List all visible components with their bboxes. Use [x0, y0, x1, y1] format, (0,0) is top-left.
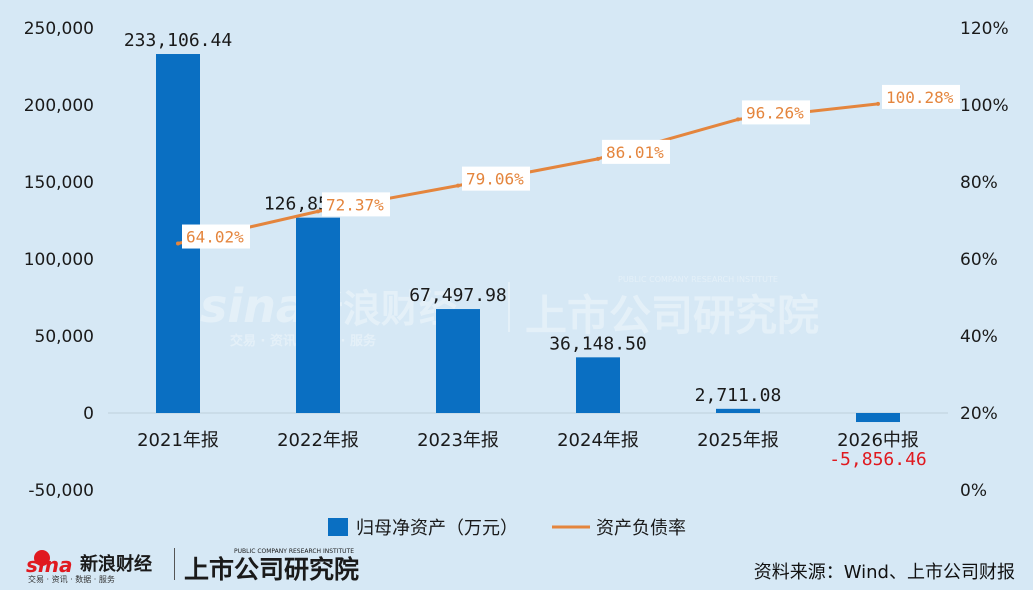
right-tick-label: 120%: [960, 19, 1009, 39]
category-axis: 2021年报 2022年报 2023年报 2024年报 2025年报 2026中报: [137, 430, 919, 451]
bar-data-label: -5,856.46: [829, 449, 927, 470]
line-label-text: 96.26%: [746, 103, 804, 122]
category-label: 2022年报: [277, 430, 359, 451]
left-tick-label: 150,000: [24, 173, 94, 193]
footer-divider: [174, 548, 175, 580]
bar: [716, 408, 760, 413]
bar-data-labels: 233,106.44126,852.4267,497.9836,148.502,…: [124, 30, 927, 470]
footer-institute-en: PUBLIC COMPANY RESEARCH INSTITUTE: [234, 548, 354, 555]
legend-bar-label: 归母净资产（万元）: [356, 518, 518, 539]
line-data-label: 96.26%: [742, 100, 810, 125]
line-data-label: 72.37%: [322, 192, 390, 217]
watermark: sina 新浪财经 交易 · 资讯 · 数据 · 服务 上市公司研究院 PUBL…: [200, 275, 819, 349]
line-label-box: [742, 100, 810, 125]
footer-logo: sina 新浪财经 交易 · 资讯 · 数据 · 服务 上市公司研究院 PUBL…: [26, 548, 359, 584]
bar-data-label: 233,106.44: [124, 30, 232, 51]
line-data-label: 64.02%: [182, 224, 250, 249]
bar: [296, 217, 340, 413]
bar-data-label: 67,497.98: [409, 285, 507, 306]
right-axis: 0% 20% 40% 60% 80% 100% 120%: [960, 19, 1009, 501]
category-label: 2026中报: [837, 430, 919, 451]
right-tick-label: 0%: [960, 481, 987, 501]
legend-line-label: 资产负债率: [596, 518, 686, 539]
line-label-box: [182, 224, 250, 249]
bar-data-label: 2,711.08: [695, 385, 782, 406]
right-tick-label: 40%: [960, 327, 998, 347]
category-label: 2024年报: [557, 430, 639, 451]
right-tick-label: 80%: [960, 173, 998, 193]
legend-bar-swatch: [328, 518, 348, 536]
right-tick-label: 100%: [960, 96, 1009, 116]
line-data-labels: 64.02% 72.37% 79.06% 86.01% 96.26% 100.28%: [182, 84, 960, 249]
left-tick-label: -50,000: [28, 481, 94, 501]
left-tick-label: 0: [83, 404, 94, 424]
category-label: 2023年报: [417, 430, 499, 451]
left-axis: -50,000 0 50,000 100,000 150,000 200,000 250,0…: [24, 19, 94, 501]
line-point: [316, 209, 320, 214]
line-data-label: 86.01%: [602, 139, 670, 164]
line-label-box: [322, 192, 390, 217]
category-label: 2025年报: [697, 430, 779, 451]
line-label-box: [462, 166, 530, 191]
line-point: [176, 241, 180, 246]
bar: [576, 357, 620, 413]
legend: 归母净资产（万元） 资产负债率: [328, 518, 686, 539]
right-tick-label: 60%: [960, 250, 998, 270]
watermark-institute-cn: 上市公司研究院: [525, 291, 819, 340]
left-tick-label: 100,000: [24, 250, 94, 270]
watermark-divider: [508, 282, 510, 332]
source-note: 资料来源：Wind、上市公司财报: [753, 562, 1015, 583]
category-label: 2021年报: [137, 430, 219, 451]
footer-sina-text: sina: [26, 553, 73, 577]
line-label-text: 86.01%: [606, 143, 664, 162]
line-label-text: 79.06%: [466, 170, 524, 189]
line-label-text: 72.37%: [326, 195, 384, 214]
watermark-institute-en: PUBLIC COMPANY RESEARCH INSTITUTE: [618, 275, 778, 284]
footer-sina-sub: 交易 · 资讯 · 数据 · 服务: [28, 574, 115, 584]
line-label-box: [882, 84, 960, 109]
bar-data-label: 36,148.50: [549, 333, 647, 354]
right-tick-label: 20%: [960, 404, 998, 424]
left-tick-label: 200,000: [24, 96, 94, 116]
line-point: [876, 101, 880, 106]
line-point: [456, 183, 460, 188]
line-point: [596, 156, 600, 161]
sina-eye-icon: [34, 550, 50, 566]
line-label-text: 100.28%: [886, 88, 954, 107]
left-tick-label: 250,000: [24, 19, 94, 39]
line-data-label: 79.06%: [462, 166, 530, 191]
left-tick-label: 50,000: [35, 327, 94, 347]
footer-sina-cn: 新浪财经: [80, 553, 152, 575]
bar: [856, 413, 900, 423]
line-label-box: [602, 139, 670, 164]
footer-institute-cn: 上市公司研究院: [184, 555, 359, 584]
watermark-sina-logo: sina: [200, 279, 307, 333]
line-label-text: 64.02%: [186, 228, 244, 247]
line-data-label: 100.28%: [882, 84, 960, 109]
bar: [436, 309, 480, 413]
line-point: [736, 117, 740, 122]
